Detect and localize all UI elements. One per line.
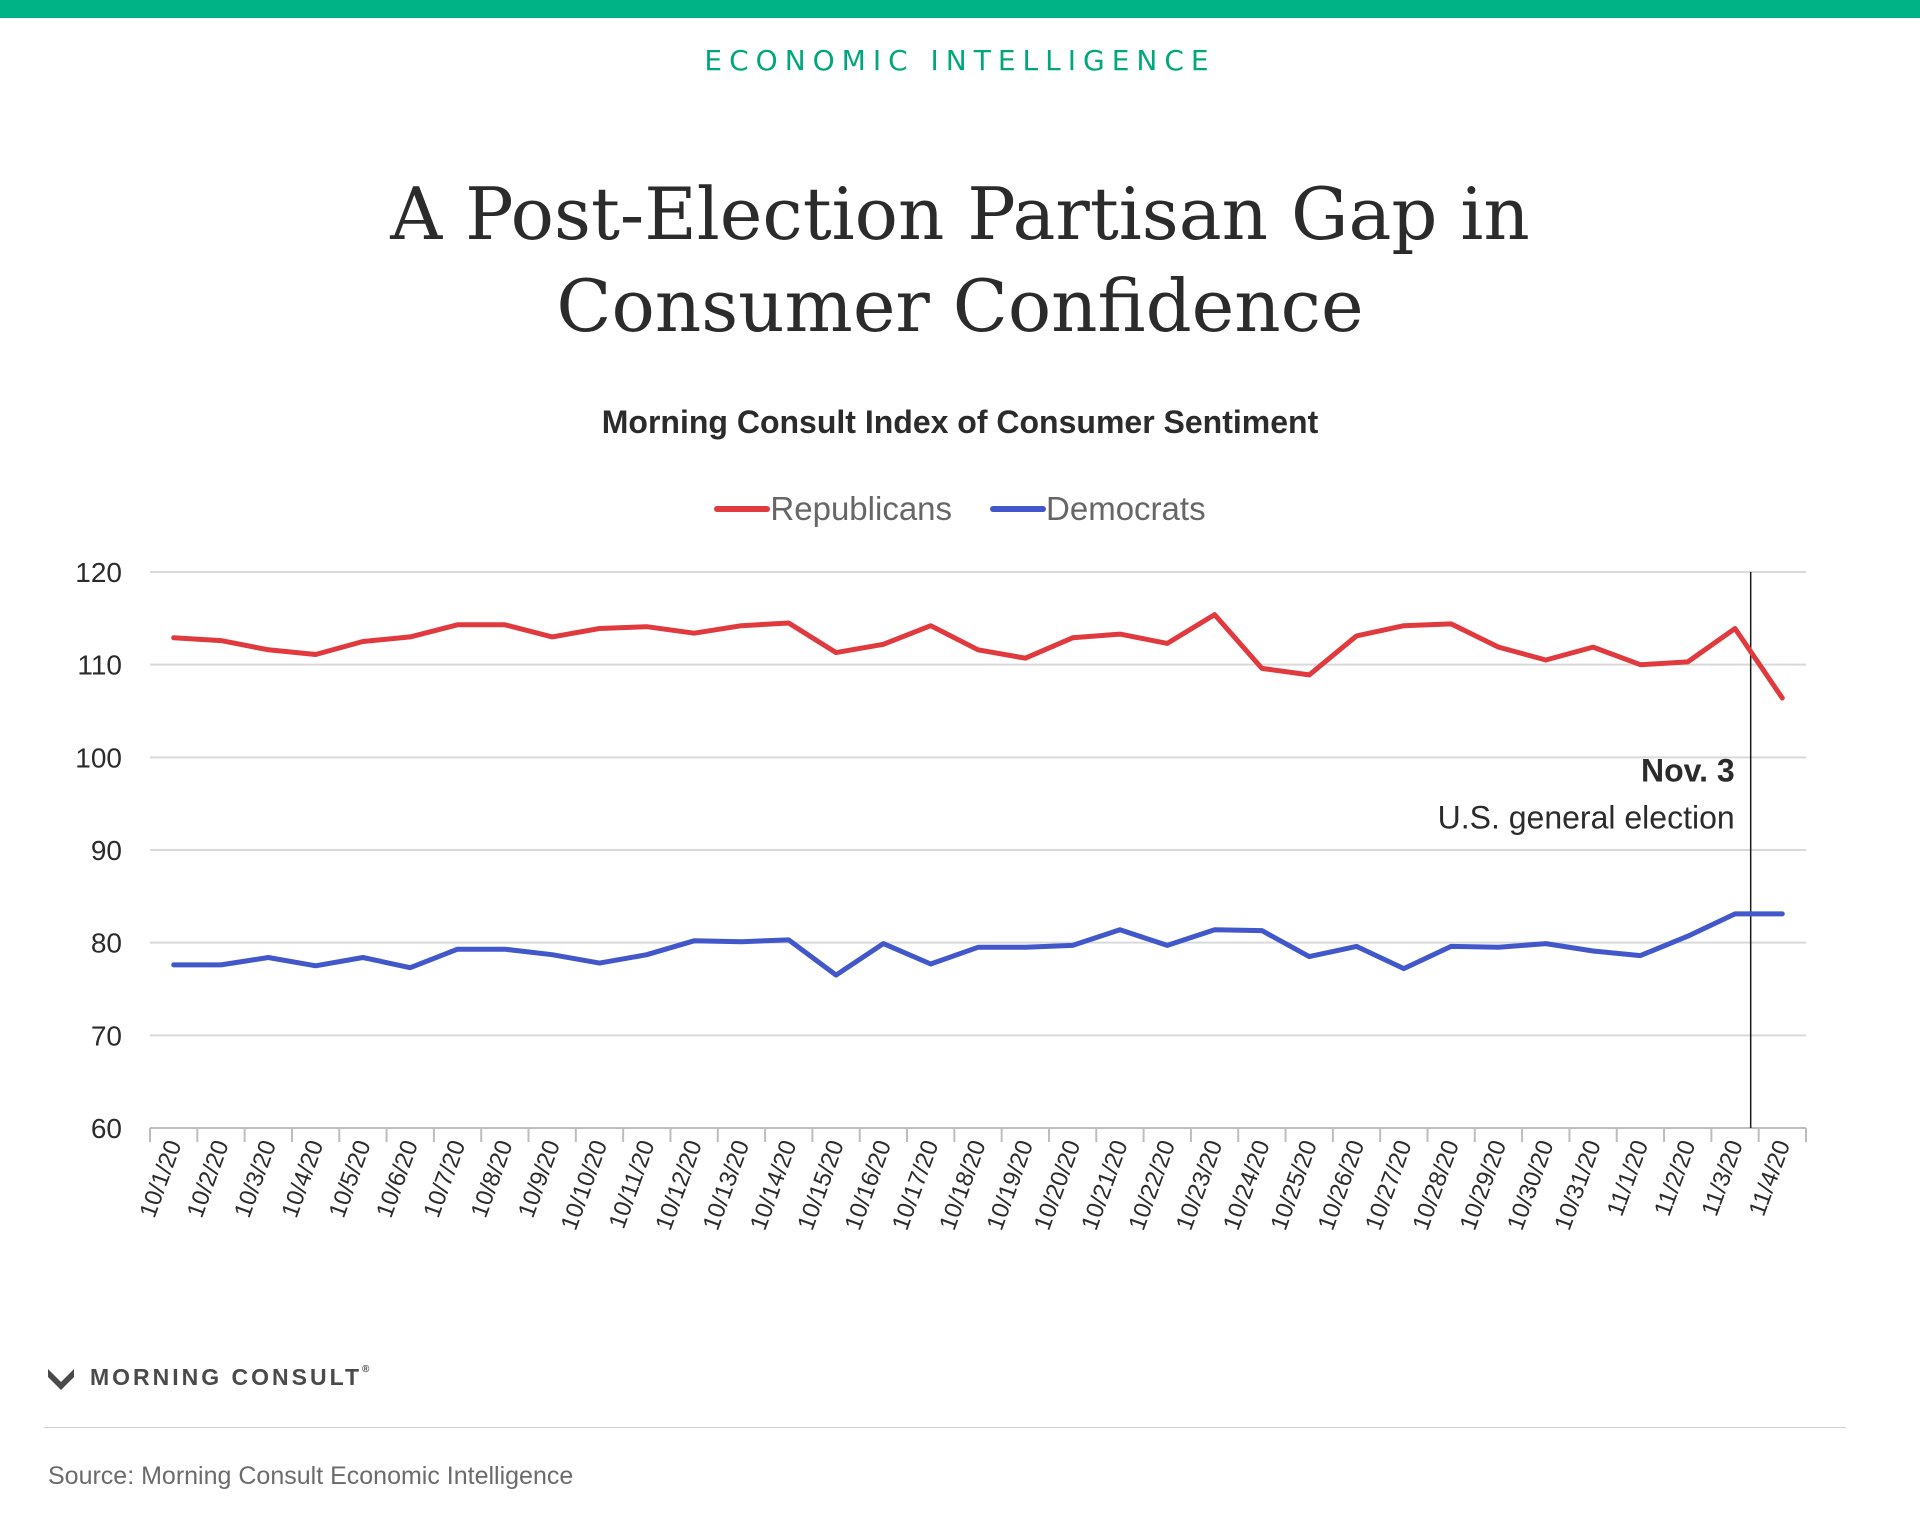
legend-swatch-democrats <box>990 506 1047 512</box>
x-tick-label: 10/2/20 <box>182 1137 235 1221</box>
x-tick-label: 10/31/20 <box>1549 1137 1606 1234</box>
line-chart: 6070809010011012010/1/2010/2/2010/3/2010… <box>75 557 1807 1234</box>
legend-label-republicans: Republicans <box>770 490 953 527</box>
y-tick-label-60: 60 <box>91 1113 122 1144</box>
chart-legend: Republicans Democrats <box>0 490 1920 528</box>
brand-logo: MORNING CONSULT® <box>46 1364 369 1391</box>
x-tick-label: 10/4/20 <box>276 1137 329 1221</box>
y-tick-label-110: 110 <box>77 650 122 681</box>
y-tick-label-100: 100 <box>75 742 122 773</box>
page-title: A Post-Election Partisan Gap in Consumer… <box>390 172 1530 348</box>
x-tick-label: 10/5/20 <box>324 1137 377 1221</box>
x-tick-label: 11/2/20 <box>1649 1137 1701 1220</box>
x-tick-label: 11/4/20 <box>1744 1137 1796 1220</box>
legend-item-democrats: Democrats <box>990 490 1206 528</box>
x-tick-label: 11/1/20 <box>1602 1137 1654 1220</box>
legend-item-republicans: Republicans <box>714 490 952 528</box>
x-tick-label: 10/3/20 <box>229 1137 282 1221</box>
y-tick-label-80: 80 <box>91 928 122 959</box>
annotation-date: Nov. 3 <box>1641 752 1735 788</box>
source-note: Source: Morning Consult Economic Intelli… <box>48 1462 574 1490</box>
x-tick-label: 10/9/20 <box>513 1137 566 1221</box>
y-tick-label-90: 90 <box>91 835 122 866</box>
section-kicker: ECONOMIC INTELLIGENCE <box>704 44 1216 77</box>
y-tick-label-120: 120 <box>75 557 122 588</box>
top-accent-bar <box>0 0 1920 18</box>
annotation-label: U.S. general election <box>1438 800 1735 836</box>
legend-label-democrats: Democrats <box>1046 490 1206 527</box>
x-tick-label: 10/8/20 <box>466 1137 519 1221</box>
x-tick-label: 10/7/20 <box>418 1137 471 1221</box>
x-tick-label: 11/3/20 <box>1697 1137 1749 1220</box>
x-tick-label: 10/6/20 <box>371 1137 424 1221</box>
footer-divider <box>44 1427 1846 1428</box>
y-tick-label-70: 70 <box>91 1020 122 1051</box>
morning-consult-logo-icon <box>48 1368 74 1390</box>
chart-title: Morning Consult Index of Consumer Sentim… <box>601 404 1319 440</box>
legend-swatch-republicans <box>714 506 771 512</box>
brand-name: MORNING CONSULT® <box>90 1364 370 1390</box>
series-line-republicans <box>171 612 1785 701</box>
series-line-democrats <box>171 911 1785 978</box>
x-tick-label: 10/1/20 <box>135 1137 188 1221</box>
